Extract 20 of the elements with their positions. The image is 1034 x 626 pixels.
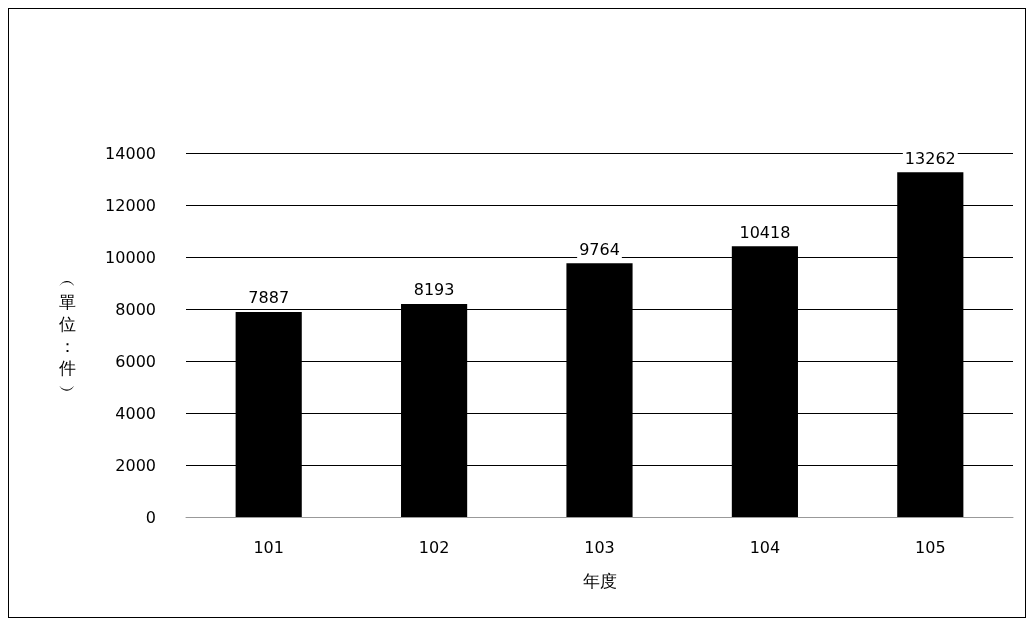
y-tick-label: 0: [145, 507, 156, 527]
y-tick-label: 4000: [115, 403, 156, 423]
y-tick-label: 8000: [115, 299, 156, 319]
data-label: 8193: [413, 280, 455, 300]
x-tick-label: 105: [915, 537, 946, 557]
data-label: 7887: [248, 288, 290, 308]
y-axis-title: ︵單位：件︶: [59, 270, 76, 400]
data-label: 13262: [904, 148, 956, 168]
x-axis-title: 年度: [582, 570, 617, 591]
y-tick-label: 6000: [115, 351, 156, 371]
x-tick-label: 103: [584, 537, 615, 557]
y-tick-label: 12000: [105, 195, 156, 215]
data-label: 10418: [739, 222, 791, 242]
y-tick-label: 10000: [105, 247, 156, 267]
x-tick-label: 102: [418, 537, 450, 557]
y-tick-label: 14000: [105, 143, 156, 163]
data-label: 9764: [579, 239, 620, 259]
x-tick-label: 101: [253, 537, 284, 557]
y-tick-label: 2000: [115, 455, 156, 475]
x-tick-label: 104: [749, 537, 781, 557]
